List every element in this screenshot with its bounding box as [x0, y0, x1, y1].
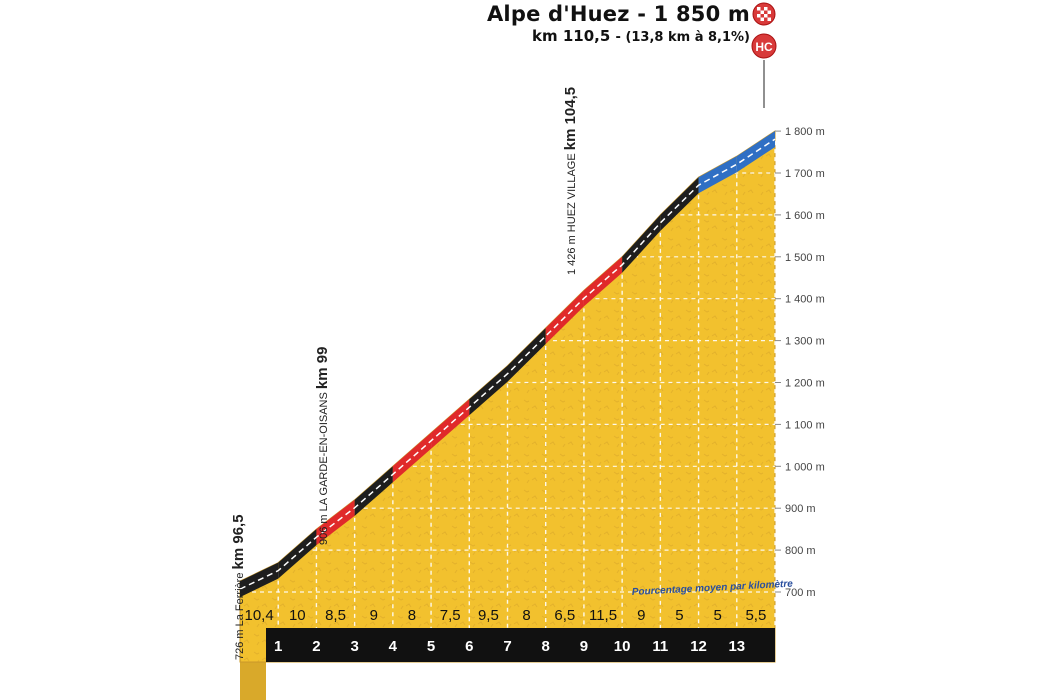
waypoint-text: 906 m LA GARDE-EN-OISANS km 99: [314, 347, 331, 545]
gradient-label: 10,4: [245, 607, 274, 624]
grade-segment: [660, 177, 699, 231]
summit-detail: (13,8 km à 8,1%): [625, 30, 750, 45]
summit-sep: -: [637, 2, 654, 26]
km-label: 9: [580, 638, 588, 655]
waypoint-name: La Ferrière: [234, 570, 246, 627]
grade-segment: [316, 499, 355, 546]
y-tick-label: 1 300 m: [785, 336, 825, 348]
waypoint-km: km 104,5: [562, 87, 579, 150]
gradient-label: 10: [289, 607, 306, 624]
grade-segment: [736, 131, 775, 173]
km-label: 5: [427, 638, 435, 655]
base-band: [266, 628, 775, 662]
y-tick-label: 700 m: [785, 587, 816, 599]
waypoint-name: HUEZ VILLAGE: [566, 150, 578, 232]
flag-cell: [767, 17, 771, 21]
waypoint-altitude: 906 m: [318, 511, 330, 545]
gradient-label: 8,5: [325, 607, 346, 624]
grade-segment: [431, 399, 470, 449]
waypoint-km: km 96,5: [230, 514, 247, 569]
km-label: 1: [274, 638, 282, 655]
flag-cell: [760, 17, 764, 21]
gradient-label: 5: [714, 607, 722, 624]
km-label: 8: [542, 638, 550, 655]
km-label: 13: [728, 638, 745, 655]
gradient-label: 5: [675, 607, 683, 624]
flag-cell: [760, 10, 764, 14]
flag-cell: [764, 7, 768, 11]
km-label: 7: [503, 638, 511, 655]
grade-segment: [278, 529, 317, 579]
y-tick-label: 1 800 m: [785, 126, 825, 138]
summit-name: Alpe d'Huez: [486, 2, 630, 26]
km-label: 11: [652, 638, 668, 655]
km-label: 4: [389, 638, 398, 655]
y-tick-label: 1 600 m: [785, 210, 825, 222]
gradient-label: 9,5: [478, 607, 499, 624]
y-tick-label: 800 m: [785, 545, 816, 557]
summit-subtitle-line: km 110,5 - (13,8 km à 8,1%): [487, 27, 750, 45]
grade-segment: [392, 432, 432, 483]
flag-cell: [767, 10, 771, 14]
km-label: 2: [312, 638, 320, 655]
y-tick-label: 1 400 m: [785, 294, 825, 306]
y-tick-label: 900 m: [785, 503, 816, 515]
km-label: 10: [614, 638, 631, 655]
summit-km: km 110,5: [532, 27, 611, 45]
category-badge: [751, 33, 777, 59]
y-tick-label: 1 700 m: [785, 168, 825, 180]
flag-cell: [757, 14, 761, 18]
y-tick-label: 1 100 m: [785, 419, 825, 431]
y-tick-label: 1 500 m: [785, 252, 825, 264]
y-tick-label: 1 200 m: [785, 378, 825, 390]
gradient-label: 8: [522, 607, 530, 624]
waypoint-km: km 99: [314, 347, 331, 390]
waypoint-label: 906 m LA GARDE-EN-OISANS km 99: [314, 347, 331, 545]
grade-segment: [583, 256, 623, 307]
km-label: 3: [350, 638, 358, 655]
waypoint-altitude: 1 426 m: [566, 232, 578, 275]
waypoint-text: 726 m La Ferrière km 96,5: [230, 514, 247, 660]
base-pedestal: [240, 662, 266, 700]
y-tick-label: 1 000 m: [785, 461, 825, 473]
gradient-label: 7,5: [440, 607, 461, 624]
gradient-label: 8: [408, 607, 416, 624]
summit-sep2: -: [615, 30, 626, 45]
road-center-line: [239, 138, 776, 590]
summit-title: Alpe d'Huez - 1 850 m km 110,5 - (13,8 k…: [487, 2, 750, 45]
finish-flag-icon: [757, 7, 771, 21]
gradient-label: 11,5: [589, 607, 617, 624]
flag-cell: [764, 14, 768, 18]
km-label: 6: [465, 638, 473, 655]
summit-title-line: Alpe d'Huez - 1 850 m: [487, 2, 750, 26]
km-label: 12: [690, 638, 707, 655]
gradient-label: 6,5: [554, 607, 575, 624]
grade-segment: [469, 365, 508, 416]
waypoint-label: 726 m La Ferrière km 96,5: [230, 514, 247, 660]
grade-segment: [354, 466, 393, 516]
flag-cell: [757, 7, 761, 11]
summit-altitude: 1 850 m: [653, 2, 750, 26]
gradient-label: 9: [637, 607, 645, 624]
category-label: HC: [755, 40, 773, 54]
waypoint-altitude: 726 m: [234, 626, 246, 660]
waypoint-label: 1 426 m HUEZ VILLAGE km 104,5: [562, 87, 579, 275]
waypoint-name: LA GARDE-EN-OISANS: [318, 389, 330, 511]
waypoint-text: 1 426 m HUEZ VILLAGE km 104,5: [562, 87, 579, 275]
gradient-label: 9: [370, 607, 378, 624]
gradient-label: 5,5: [745, 607, 766, 624]
